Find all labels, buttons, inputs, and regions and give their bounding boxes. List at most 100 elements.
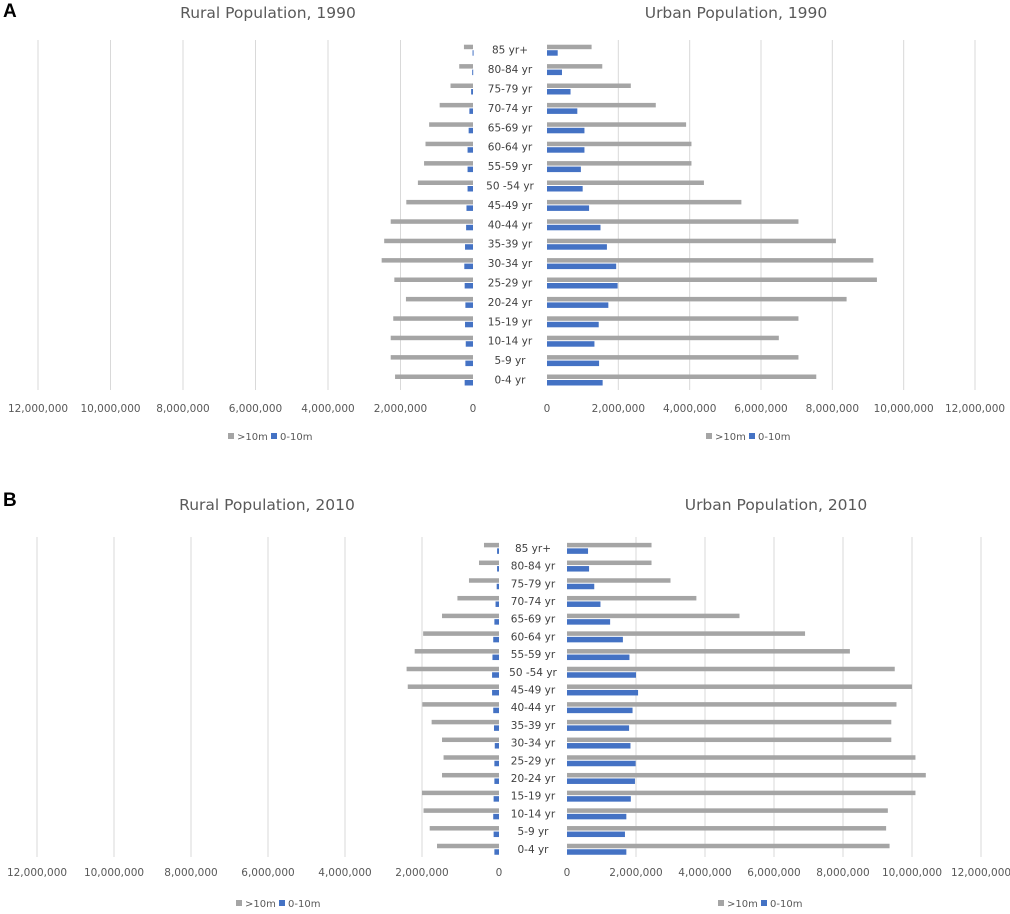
legend-label-gt10m: >10m	[245, 899, 276, 910]
bar-50-54-yr-0-10m	[467, 186, 473, 192]
x-tick-label: 6,000,000	[229, 403, 282, 415]
bar-20-24-yr-0-10m	[465, 302, 473, 308]
chart-urban-1990: 0 2,000,000 4,000,000 6,000,000 8,000,000 10,…	[544, 40, 1005, 443]
age-label-5-9-yr: 5-9 yr	[494, 355, 526, 367]
age-label-65-69-yr: 65-69 yr	[511, 614, 556, 626]
bar-5-9-yr-gt10m	[567, 826, 887, 831]
bar-75-79-yr-0-10m	[547, 89, 571, 95]
bar-15-19-yr-gt10m	[567, 790, 916, 796]
bar-65-69-yr-gt10m	[567, 613, 740, 619]
bar-75-79-yr-gt10m	[468, 578, 499, 583]
bar-5-9-yr-gt10m	[429, 826, 499, 831]
bar-0-4-yr-0-10m	[567, 849, 627, 855]
bar-5-9-yr-gt10m	[390, 355, 473, 360]
bar-45-49-yr-gt10m	[406, 199, 473, 205]
bar-60-64-yr-0-10m	[547, 147, 585, 153]
age-label-60-64-yr: 60-64 yr	[488, 142, 533, 154]
bar-50-54-yr-gt10m	[567, 666, 895, 672]
bar-15-19-yr-0-10m	[493, 796, 499, 802]
x-tick-label: 4,000,000	[301, 403, 354, 415]
bar-35-39-yr-gt10m	[431, 719, 499, 725]
legend-label-0-10m: 0-10m	[758, 432, 790, 443]
bar-85-yr-gt10m	[483, 542, 499, 548]
bar-40-44-yr-0-10m	[567, 707, 633, 714]
age-label-50-54-yr: 50 -54 yr	[509, 667, 557, 679]
bar-55-59-yr-0-10m	[567, 654, 630, 661]
bar-60-64-yr-gt10m	[547, 141, 692, 147]
bar-25-29-yr-0-10m	[567, 760, 636, 767]
bar-25-29-yr-gt10m	[443, 755, 499, 760]
bar-30-34-yr-0-10m	[547, 263, 617, 270]
bar-10-14-yr-0-10m	[493, 813, 499, 820]
x-tick-label: 10,000,000	[882, 867, 942, 879]
bar-70-74-yr-0-10m	[547, 108, 578, 114]
bar-15-19-yr-gt10m	[393, 316, 473, 321]
bar-40-44-yr-gt10m	[567, 702, 897, 707]
chart-title-urban-2010: Urban Population, 2010	[685, 496, 868, 514]
age-label-80-84-yr: 80-84 yr	[488, 64, 533, 76]
x-tick-label: 4,000,000	[318, 867, 371, 879]
bar-45-49-yr-0-10m	[466, 205, 473, 211]
legend-label-gt10m: >10m	[715, 432, 746, 443]
x-tick-label: 2,000,000	[592, 403, 645, 415]
bar-50-54-yr-gt10m	[406, 666, 499, 672]
bar-85-yr-gt10m	[547, 44, 592, 50]
legend-swatch-0-10m	[761, 900, 767, 906]
bar-65-69-yr-0-10m	[567, 619, 611, 625]
age-label-15-19-yr: 15-19 yr	[511, 791, 556, 803]
bar-85-yr-gt10m	[567, 542, 652, 548]
age-label-75-79-yr: 75-79 yr	[511, 578, 556, 590]
bar-15-19-yr-0-10m	[547, 321, 599, 328]
x-tick-label: 0	[544, 403, 551, 415]
bar-15-19-yr-gt10m	[547, 316, 799, 321]
bar-5-9-yr-0-10m	[547, 360, 600, 367]
legend-swatch-0-10m	[279, 900, 285, 906]
bar-35-39-yr-0-10m	[465, 244, 473, 250]
bar-55-59-yr-0-10m	[547, 166, 581, 173]
bar-80-84-yr-0-10m	[567, 566, 590, 572]
bar-75-79-yr-gt10m	[547, 83, 631, 88]
age-label-55-59-yr: 55-59 yr	[511, 649, 556, 661]
bar-40-44-yr-0-10m	[493, 707, 499, 714]
x-tick-label: 4,000,000	[663, 403, 716, 415]
bar-65-69-yr-gt10m	[429, 122, 473, 127]
bar-60-64-yr-gt10m	[425, 141, 473, 147]
bar-65-69-yr-0-10m	[547, 127, 585, 134]
bar-45-49-yr-0-10m	[567, 689, 639, 696]
age-label-0-4-yr: 0-4 yr	[517, 844, 549, 856]
age-label-0-4-yr: 0-4 yr	[494, 375, 526, 387]
age-label-25-29-yr: 25-29 yr	[488, 278, 533, 290]
legend-swatch-gt10m	[236, 900, 242, 906]
bar-25-29-yr-0-10m	[494, 760, 499, 767]
x-tick-label: 0	[496, 867, 503, 879]
x-tick-label: 6,000,000	[734, 403, 787, 415]
bar-30-34-yr-0-10m	[567, 743, 631, 749]
x-tick-label: 0	[470, 403, 477, 415]
legend-label-gt10m: >10m	[237, 432, 268, 443]
age-label-5-9-yr: 5-9 yr	[517, 826, 549, 838]
bar-45-49-yr-gt10m	[547, 199, 742, 205]
bar-50-54-yr-gt10m	[417, 180, 473, 185]
bar-10-14-yr-gt10m	[390, 335, 473, 341]
age-group-labels: 85 yr+ 80-84 yr 75-79 yr 70-74 yr 65-69 yr 60…	[486, 45, 557, 856]
bar-35-39-yr-0-10m	[567, 725, 630, 731]
bar-70-74-yr-gt10m	[457, 595, 499, 601]
bar-55-59-yr-gt10m	[567, 649, 850, 654]
x-tick-label: 2,000,000	[395, 867, 448, 879]
bar-75-79-yr-0-10m	[496, 583, 499, 590]
bar-75-79-yr-gt10m	[450, 83, 473, 88]
bar-30-34-yr-gt10m	[381, 258, 473, 263]
bar-60-64-yr-gt10m	[567, 631, 806, 636]
age-label-20-24-yr: 20-24 yr	[488, 297, 533, 309]
bar-85-yr-0-10m	[472, 50, 474, 56]
bar-70-74-yr-0-10m	[469, 108, 473, 114]
bar-20-24-yr-gt10m	[405, 296, 473, 302]
bar-85-yr-0-10m	[547, 50, 558, 56]
bar-0-4-yr-gt10m	[567, 843, 890, 849]
legend-swatch-gt10m	[706, 433, 712, 439]
bar-0-4-yr-0-10m	[464, 380, 473, 386]
bar-10-14-yr-0-10m	[547, 341, 595, 347]
bar-20-24-yr-0-10m	[494, 778, 499, 784]
bar-35-39-yr-gt10m	[567, 719, 892, 725]
